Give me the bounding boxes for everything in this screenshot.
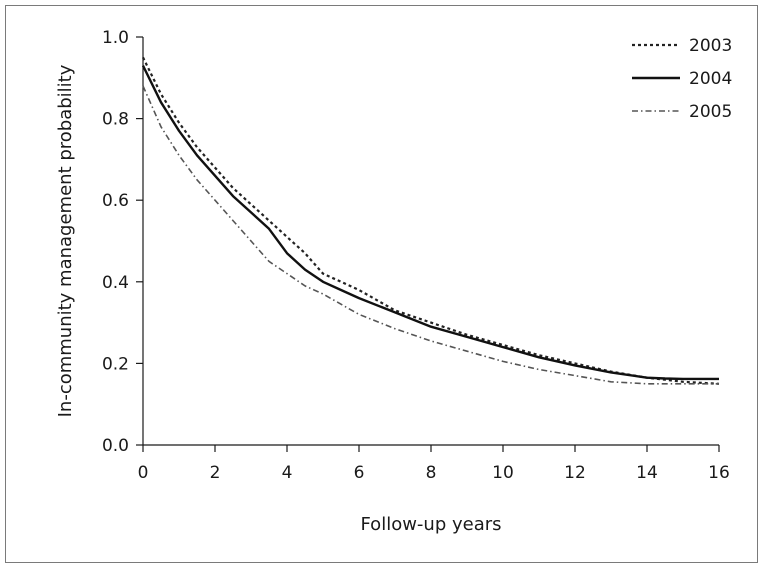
x-tick-label: 6: [354, 463, 365, 483]
y-tick-label: 0.2: [102, 354, 129, 374]
y-axis-title: In-community management probability: [55, 64, 76, 417]
series-layer: [141, 56, 720, 385]
x-tick-label: 4: [282, 463, 293, 483]
chart-frame: [5, 5, 758, 563]
x-tick-label: 16: [708, 463, 730, 483]
y-tick-label: 1.0: [102, 28, 129, 48]
legend: 2003 2004 2005: [632, 36, 732, 122]
y-tick-label: 0.4: [102, 273, 129, 293]
series-line-2004: [141, 65, 719, 381]
y-tick-label: 0.6: [102, 191, 129, 211]
axes: [142, 37, 719, 446]
x-tick-label: 8: [426, 463, 437, 483]
x-tick-label: 0: [138, 463, 149, 483]
legend-label-2004: 2004: [689, 69, 732, 89]
legend-label-2003: 2003: [689, 36, 732, 56]
x-ticks: 0 2 4 6 8 10 12 14 16: [138, 445, 730, 483]
series-line-2003: [142, 56, 720, 385]
x-tick-label: 2: [210, 463, 221, 483]
y-tick-label: 0.8: [102, 110, 129, 130]
x-tick-label: 12: [564, 463, 586, 483]
series-line-2005: [142, 85, 719, 385]
x-axis-title: Follow-up years: [360, 514, 501, 535]
y-ticks: 0.0 0.2 0.4 0.6 0.8 1.0: [102, 28, 143, 456]
y-tick-label: 0.0: [102, 436, 129, 456]
x-tick-label: 14: [636, 463, 658, 483]
legend-label-2005: 2005: [689, 102, 732, 122]
x-tick-label: 10: [492, 463, 514, 483]
